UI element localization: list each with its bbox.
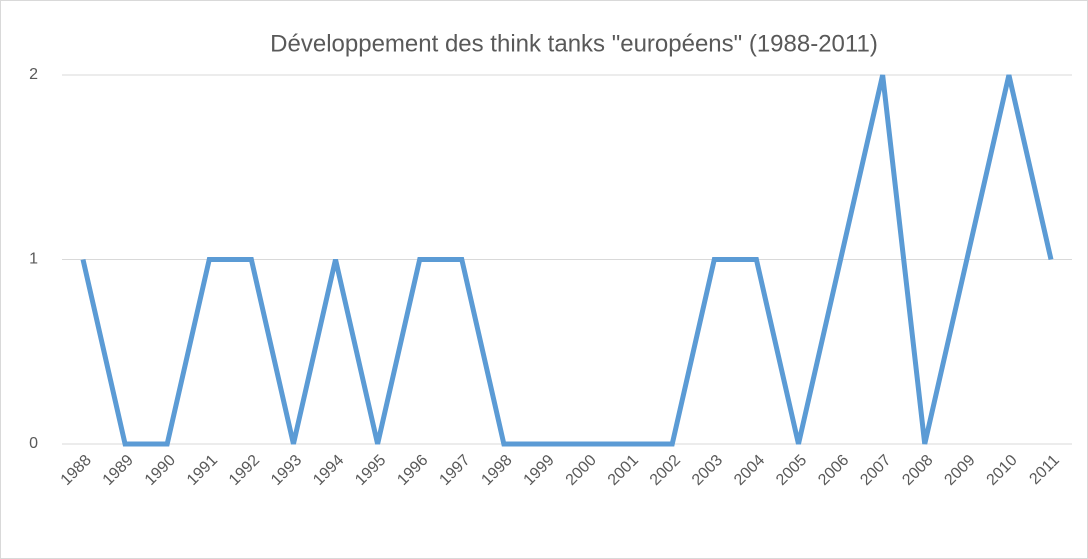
y-tick-label: 0	[29, 435, 38, 452]
y-tick-label: 2	[29, 66, 38, 83]
line	[80, 74, 1054, 447]
chart-title: Développement des think tanks "européens…	[270, 30, 878, 57]
y-tick-label: 1	[29, 251, 38, 268]
